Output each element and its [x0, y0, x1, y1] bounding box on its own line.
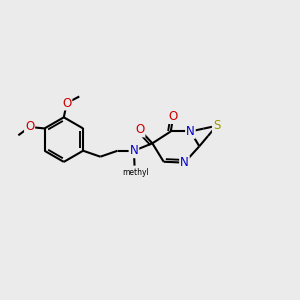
Text: O: O	[135, 123, 145, 136]
Text: N: N	[186, 125, 195, 138]
Text: methyl: methyl	[122, 168, 149, 177]
Text: O: O	[62, 97, 71, 110]
Text: N: N	[130, 144, 138, 157]
Text: O: O	[169, 110, 178, 123]
Text: N: N	[180, 156, 189, 169]
Text: O: O	[25, 121, 34, 134]
Text: S: S	[213, 119, 220, 132]
